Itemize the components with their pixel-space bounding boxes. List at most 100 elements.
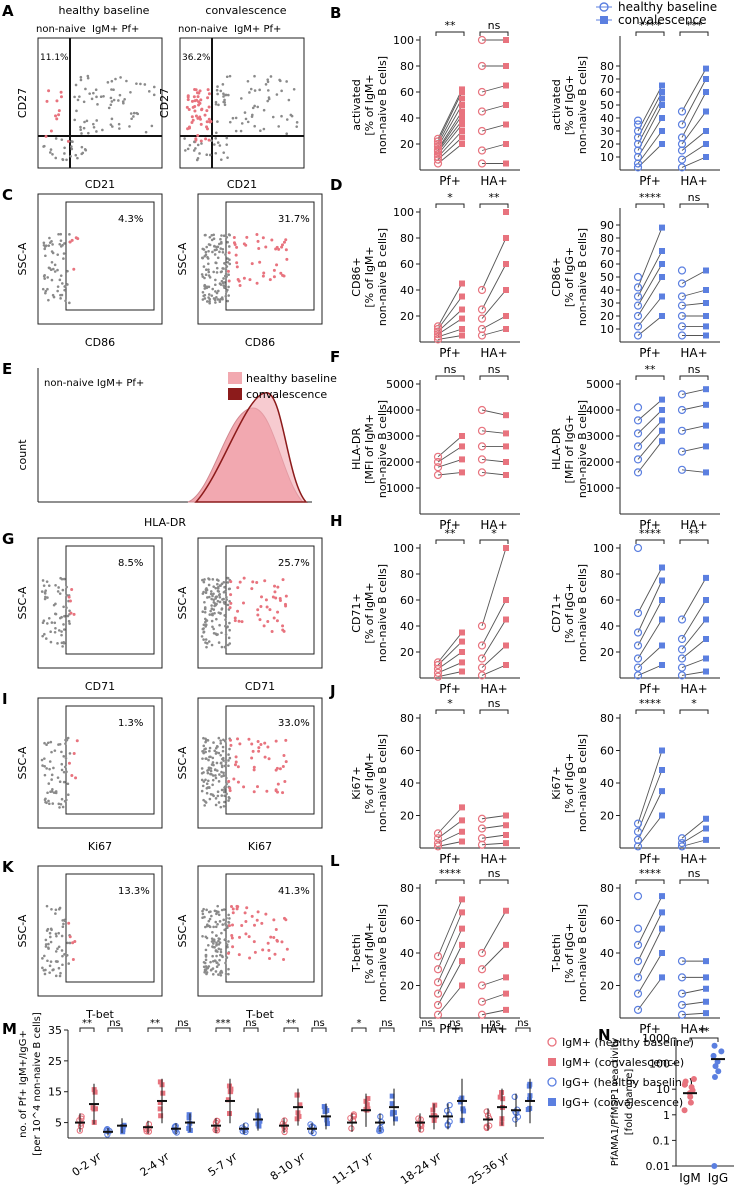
y-tick-label: 0.1 bbox=[653, 1134, 671, 1147]
cell-dot bbox=[96, 103, 99, 106]
dot-convalescence bbox=[703, 323, 709, 330]
cell-dot-positive bbox=[231, 923, 235, 927]
cell-dot bbox=[220, 607, 224, 610]
plot-frame bbox=[37, 537, 163, 669]
cell-dot-positive bbox=[272, 268, 276, 272]
cell-dot-positive bbox=[282, 957, 286, 961]
dot-baseline bbox=[677, 279, 687, 288]
cell-dot bbox=[50, 278, 54, 282]
cell-dot bbox=[80, 152, 84, 156]
dot-baseline bbox=[477, 159, 487, 168]
cell-dot bbox=[212, 942, 215, 945]
cell-dot bbox=[216, 790, 220, 793]
pair-line bbox=[637, 895, 663, 946]
cell-dot bbox=[201, 916, 204, 920]
cell-dot bbox=[215, 291, 219, 295]
cell-dot bbox=[214, 925, 218, 929]
cell-dot bbox=[42, 145, 45, 148]
cell-dot bbox=[44, 945, 48, 948]
cell-dot-positive bbox=[57, 109, 61, 113]
cell-dot bbox=[84, 87, 87, 91]
cell-dot bbox=[216, 141, 220, 144]
cell-dot-positive bbox=[68, 935, 72, 939]
dot-convalescence bbox=[459, 958, 465, 965]
cell-dot bbox=[44, 291, 47, 295]
y-axis-label: [per 10^4 non-naive B cells] bbox=[32, 1012, 43, 1156]
cell-dot bbox=[218, 958, 221, 962]
cell-dot bbox=[222, 277, 225, 280]
x-category-label: HA+ bbox=[680, 346, 707, 360]
cell-dot-positive bbox=[67, 595, 71, 599]
cell-dot bbox=[58, 780, 62, 784]
pair-line bbox=[481, 104, 507, 112]
cell-dot bbox=[214, 261, 217, 264]
cell-dot bbox=[55, 934, 58, 938]
cell-dot-positive bbox=[228, 606, 232, 610]
y-axis-label: [MFI of IgM+ bbox=[363, 414, 376, 484]
cell-dot bbox=[202, 744, 206, 748]
cell-dot-positive bbox=[199, 98, 203, 102]
cell-dot bbox=[280, 89, 283, 93]
cell-dot bbox=[201, 749, 204, 753]
cell-dot-positive bbox=[235, 907, 239, 911]
cell-dot bbox=[220, 764, 224, 767]
cell-dot-positive bbox=[229, 601, 233, 605]
x-axis-label: Ki67 bbox=[88, 840, 112, 853]
pair-line bbox=[681, 270, 707, 284]
y-tick-label: 80 bbox=[400, 232, 414, 245]
cell-dot bbox=[210, 604, 213, 607]
cell-dot bbox=[79, 128, 82, 132]
cell-dot bbox=[225, 136, 229, 140]
significance-bracket bbox=[147, 1027, 163, 1032]
cell-dot bbox=[266, 99, 269, 103]
pair-line bbox=[637, 645, 663, 668]
significance-bracket bbox=[479, 539, 509, 544]
igg-point bbox=[711, 1042, 718, 1049]
dot-convalescence bbox=[503, 990, 509, 997]
cell-dot bbox=[216, 85, 219, 88]
cell-dot bbox=[228, 233, 231, 237]
dot-baseline bbox=[477, 654, 487, 663]
cell-dot bbox=[220, 908, 224, 912]
cell-dot bbox=[57, 629, 61, 632]
dot-baseline bbox=[433, 952, 443, 961]
igm-convalescence-point bbox=[430, 1107, 436, 1113]
cell-dot bbox=[225, 598, 228, 601]
y-tick-label: 100 bbox=[393, 34, 414, 47]
y-axis-label: non-naive B cells] bbox=[376, 56, 389, 154]
dot-baseline bbox=[677, 405, 687, 415]
dot-baseline bbox=[477, 314, 487, 323]
cell-dot bbox=[285, 132, 288, 135]
cell-dot bbox=[66, 283, 69, 286]
cell-dot-positive bbox=[199, 122, 203, 126]
plot-title: convalescence bbox=[205, 4, 286, 17]
cell-dot bbox=[58, 592, 62, 595]
dot-baseline bbox=[633, 835, 643, 844]
pair-line bbox=[437, 960, 463, 1006]
panel-letter-G: G bbox=[2, 530, 14, 548]
pair-line bbox=[637, 250, 663, 297]
legend-label-convalescence: convalescence bbox=[246, 388, 327, 401]
pair-line bbox=[437, 944, 463, 994]
cell-dot bbox=[205, 966, 209, 970]
y-tick-label: 2000 bbox=[386, 456, 414, 469]
significance-label: ns bbox=[177, 1018, 189, 1029]
cell-dot bbox=[44, 943, 48, 946]
cell-dot bbox=[43, 592, 47, 595]
y-axis-label: SSC-A bbox=[16, 586, 29, 619]
dot-baseline bbox=[677, 133, 687, 142]
cell-dot bbox=[209, 609, 212, 613]
cell-dot-positive bbox=[231, 911, 235, 915]
dot-baseline bbox=[633, 429, 643, 438]
dot-convalescence bbox=[503, 287, 509, 293]
cell-dot bbox=[212, 233, 216, 237]
cell-dot bbox=[228, 120, 232, 124]
significance-label: ns bbox=[449, 1018, 461, 1029]
dot-baseline bbox=[433, 335, 443, 344]
cell-dot bbox=[90, 97, 94, 101]
cell-dot bbox=[227, 967, 230, 971]
igm-point bbox=[690, 1076, 697, 1083]
